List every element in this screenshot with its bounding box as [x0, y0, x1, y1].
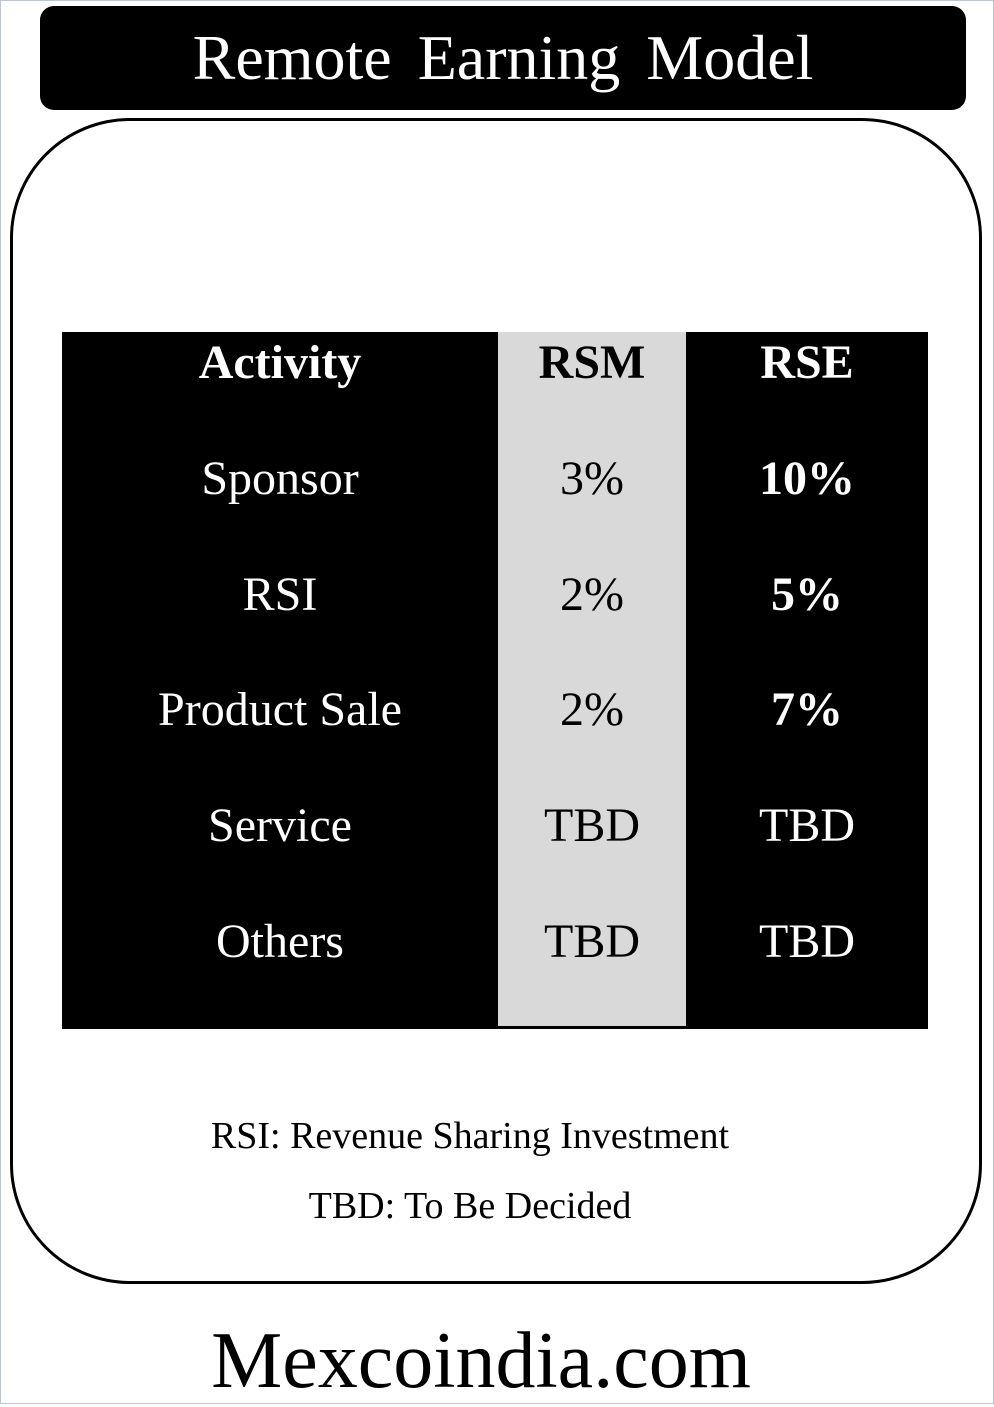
rsm-cell: 2%: [560, 683, 624, 736]
activity-cell: Product Sale: [158, 683, 402, 736]
rse-column: RSE 10% 5% 7% TBD TBD: [686, 332, 928, 1026]
rse-cell: 5%: [771, 568, 843, 621]
rsm-cell: 3%: [560, 452, 624, 505]
activity-column: Activity Sponsor RSI Product Sale Servic…: [62, 332, 498, 1026]
note-tbd: TBD: To Be Decided: [308, 1185, 632, 1227]
header-rsm: RSM: [538, 336, 646, 389]
activity-cell: Service: [208, 799, 352, 852]
page-title: Remote Earning Model: [40, 6, 966, 110]
table-bottom-rule: [62, 1026, 928, 1029]
header-rse: RSE: [760, 336, 854, 389]
rse-cell: 10%: [759, 452, 855, 505]
rse-cell: 7%: [771, 683, 843, 736]
rsm-cell: TBD: [544, 915, 640, 968]
rse-cell: TBD: [759, 915, 855, 968]
rsm-column: RSM 3% 2% 2% TBD TBD: [498, 332, 686, 1026]
activity-cell: Sponsor: [201, 452, 359, 505]
activity-cell: RSI: [242, 568, 318, 621]
footer-site-name: Mexcoindia.com: [211, 1317, 751, 1405]
activity-cell: Others: [216, 915, 344, 968]
rse-cell: TBD: [759, 799, 855, 852]
rsm-cell: TBD: [544, 799, 640, 852]
rsm-cell: 2%: [560, 568, 624, 621]
earning-table: Activity Sponsor RSI Product Sale Servic…: [62, 332, 928, 1030]
header-activity: Activity: [198, 336, 362, 389]
note-rsi: RSI: Revenue Sharing Investment: [210, 1115, 730, 1157]
